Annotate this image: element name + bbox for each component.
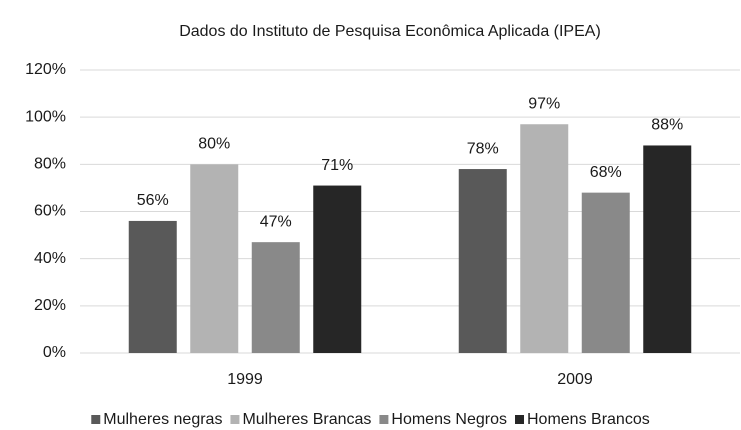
legend-label: Homens Negros (391, 411, 507, 428)
data-label: 88% (651, 117, 683, 134)
bar (581, 192, 630, 353)
legend-label: Mulheres Brancas (242, 411, 371, 428)
data-label: 56% (137, 192, 169, 209)
legend-swatch (91, 415, 101, 424)
bar (190, 164, 239, 353)
y-tick-label: 0% (43, 344, 66, 361)
bar (458, 169, 507, 353)
data-label: 80% (198, 136, 230, 153)
chart-title: Dados do Instituto de Pesquisa Econômica… (179, 23, 601, 40)
legend-swatch (379, 415, 389, 424)
data-label: 71% (321, 157, 353, 174)
y-tick-label: 80% (34, 156, 66, 173)
data-label: 97% (528, 95, 560, 112)
bar (520, 124, 569, 353)
legend-swatch (230, 415, 240, 424)
legend-swatch (515, 415, 525, 424)
legend-label: Mulheres negras (103, 411, 222, 428)
y-tick-label: 20% (34, 297, 66, 314)
legend-label: Homens Brancos (527, 411, 650, 428)
x-tick-label: 2009 (557, 371, 593, 388)
y-tick-label: 120% (25, 61, 66, 78)
bar (643, 145, 692, 353)
y-tick-label: 60% (34, 203, 66, 220)
bar (251, 242, 300, 353)
bar (128, 220, 177, 353)
x-tick-label: 1999 (227, 371, 263, 388)
data-label: 47% (260, 213, 292, 230)
data-label: 78% (467, 140, 499, 157)
y-tick-label: 100% (25, 108, 66, 125)
data-label: 68% (590, 164, 622, 181)
bar (313, 185, 362, 353)
y-tick-label: 40% (34, 250, 66, 267)
